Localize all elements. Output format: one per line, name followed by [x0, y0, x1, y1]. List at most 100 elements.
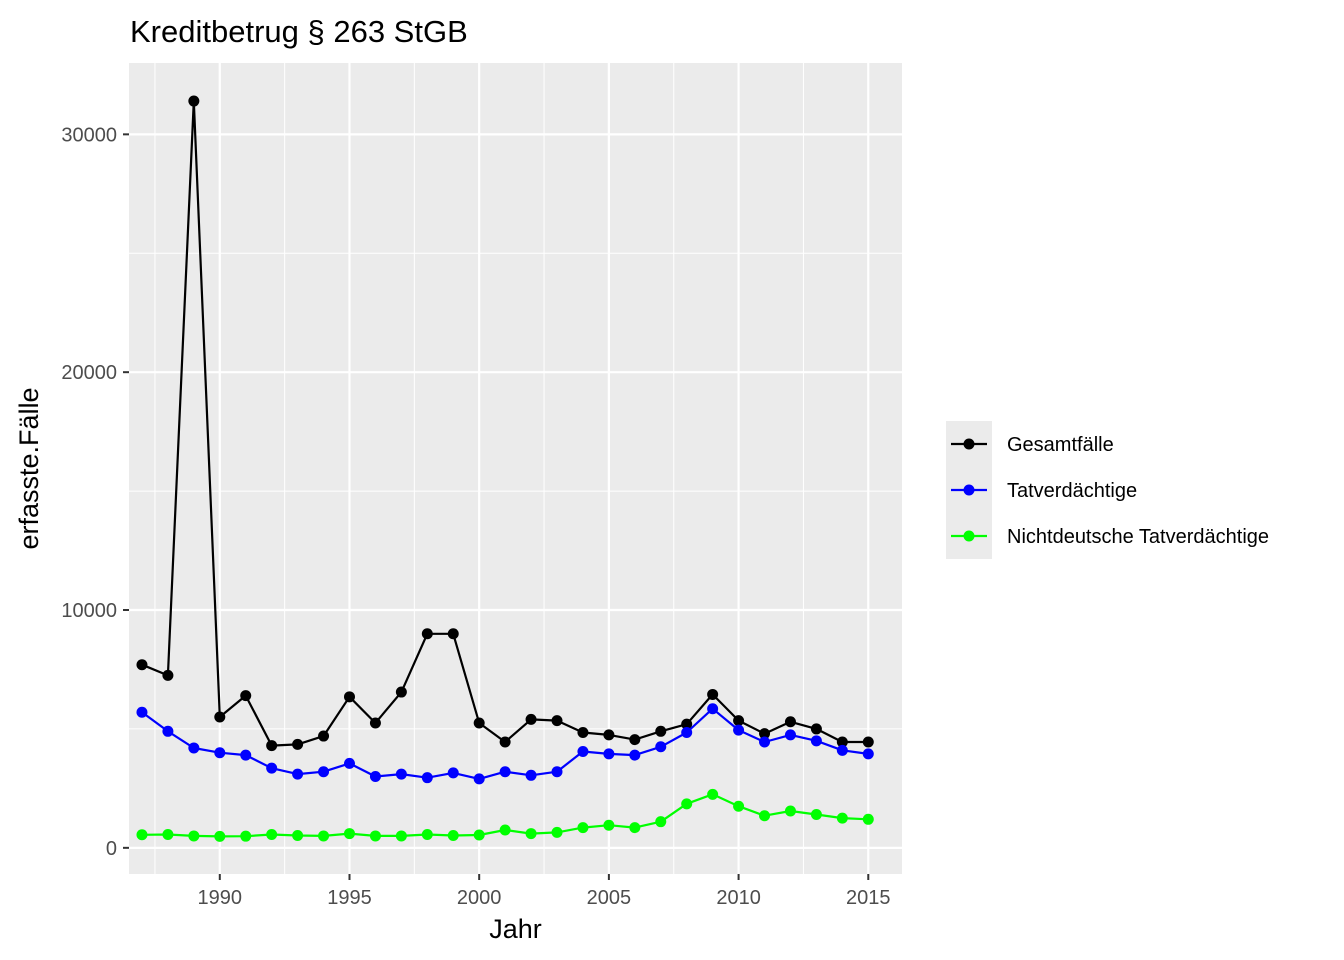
data-point — [136, 706, 148, 718]
major-gridlines — [129, 63, 902, 874]
data-point — [447, 829, 459, 841]
legend-item: Tatverdächtige — [951, 480, 1137, 502]
y-tick-label: 30000 — [61, 124, 117, 146]
data-point — [577, 822, 589, 834]
x-axis: 1990 1995 2000 2005 2010 2015 — [198, 874, 891, 909]
data-point — [733, 800, 745, 812]
data-point — [266, 829, 278, 841]
legend: Gesamtfälle Tatverdächtige Nichtdeutsche T… — [946, 421, 1269, 559]
x-axis-title: Jahr — [489, 914, 542, 944]
series — [136, 703, 874, 785]
data-point — [188, 95, 200, 107]
data-point — [733, 715, 745, 727]
data-point — [240, 690, 252, 702]
data-point — [577, 746, 589, 758]
x-tick-label: 2005 — [587, 887, 632, 909]
data-point — [214, 747, 226, 759]
data-point — [836, 736, 848, 748]
y-tick-label: 0 — [106, 838, 117, 860]
legend-key-point — [963, 530, 975, 542]
data-point — [188, 830, 200, 842]
x-tick-label: 2010 — [716, 887, 761, 909]
data-point — [836, 744, 848, 756]
data-point — [395, 768, 407, 780]
data-point — [733, 724, 745, 736]
data-point — [836, 812, 848, 824]
data-point — [395, 830, 407, 842]
series — [136, 788, 874, 842]
data-point — [655, 741, 667, 753]
data-point — [369, 717, 381, 729]
y-axis-title: erfasste.Fälle — [14, 387, 44, 549]
data-point — [655, 816, 667, 828]
data-point — [707, 703, 719, 715]
x-tick-label: 2015 — [846, 887, 891, 909]
data-point — [551, 766, 563, 778]
data-point — [810, 735, 822, 747]
data-point — [447, 767, 459, 779]
data-point — [551, 826, 563, 838]
data-point — [499, 824, 511, 836]
legend-key-point — [963, 438, 975, 450]
data-point — [214, 711, 226, 723]
data-point — [162, 669, 174, 681]
legend-item: Nichtdeutsche Tatverdächtige — [951, 526, 1269, 548]
data-point — [759, 736, 771, 748]
data-point — [136, 659, 148, 671]
data-point — [525, 713, 537, 725]
data-point — [343, 691, 355, 703]
data-point — [473, 773, 485, 785]
data-point — [292, 768, 304, 780]
data-point — [188, 742, 200, 754]
data-point — [473, 717, 485, 729]
legend-label: Nichtdeutsche Tatverdächtige — [1007, 526, 1269, 548]
y-tick-label: 10000 — [61, 600, 117, 622]
data-point — [655, 725, 667, 737]
data-point — [421, 628, 433, 640]
data-point — [810, 723, 822, 735]
chart-title: Kreditbetrug § 263 StGB — [130, 14, 468, 49]
data-point — [603, 729, 615, 741]
legend-label: Gesamtfälle — [1007, 434, 1114, 456]
series — [136, 95, 874, 752]
data-point — [318, 766, 330, 778]
data-point — [759, 728, 771, 740]
data-point — [681, 726, 693, 738]
data-point — [707, 688, 719, 700]
data-point — [577, 726, 589, 738]
data-point — [707, 788, 719, 800]
legend-label: Tatverdächtige — [1007, 480, 1137, 502]
series-layer — [136, 95, 874, 842]
y-axis: 0 10000 20000 30000 — [61, 124, 129, 860]
data-point — [292, 829, 304, 841]
data-point — [759, 810, 771, 822]
data-point — [421, 829, 433, 841]
data-point — [240, 830, 252, 842]
data-point — [214, 830, 226, 842]
data-point — [369, 830, 381, 842]
data-point — [862, 736, 874, 748]
data-point — [525, 769, 537, 781]
data-point — [629, 749, 641, 761]
data-point — [473, 829, 485, 841]
data-point — [862, 813, 874, 825]
data-point — [784, 716, 796, 728]
data-point — [551, 715, 563, 727]
data-point — [318, 730, 330, 742]
data-point — [603, 819, 615, 831]
data-point — [266, 740, 278, 752]
x-tick-label: 1990 — [198, 887, 243, 909]
data-point — [784, 729, 796, 741]
data-point — [629, 822, 641, 834]
y-tick-label: 20000 — [61, 362, 117, 384]
data-point — [318, 830, 330, 842]
data-point — [447, 628, 459, 640]
data-point — [266, 762, 278, 774]
data-point — [421, 772, 433, 784]
x-tick-label: 1995 — [327, 887, 372, 909]
data-point — [862, 748, 874, 760]
data-point — [136, 829, 148, 841]
data-point — [525, 828, 537, 840]
data-point — [681, 718, 693, 730]
